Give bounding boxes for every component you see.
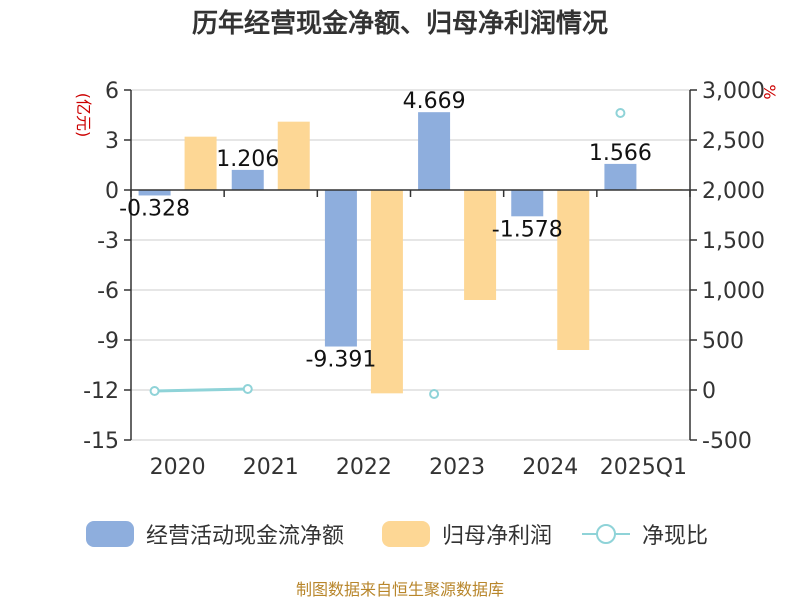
bar-profit: [184, 136, 217, 190]
data-label-cashflow: -9.391: [305, 348, 376, 373]
data-label-cashflow: 4.669: [403, 89, 466, 114]
ratio-line: [149, 108, 626, 399]
x-tick-label: 2024: [522, 455, 578, 480]
legend: 经营活动现金流净额 归母净利润 净现比: [86, 521, 708, 549]
right-tick-label: 2,000: [702, 179, 765, 204]
chart-title: 历年经营现金净额、归母净利润情况: [192, 8, 608, 39]
ratio-point: [242, 384, 253, 394]
ratio-point: [149, 386, 160, 396]
legend-swatch-profit: [382, 521, 430, 547]
ratio-line-segment: [154, 387, 248, 393]
legend-swatch-ratio-marker: [596, 524, 616, 544]
x-tick-label: 2025Q1: [600, 455, 687, 480]
x-tick-label: 2022: [336, 455, 392, 480]
left-axis-ticks: 6 3 0 -3 -6 -9 -12 -15: [83, 79, 131, 454]
x-tick-label: 2023: [429, 455, 485, 480]
bar-cashflow: [511, 190, 544, 217]
right-tick-label: 1,500: [702, 229, 765, 254]
right-tick-label: -500: [702, 429, 752, 454]
legend-swatch-cashflow: [86, 521, 134, 547]
legend-label-cashflow: 经营活动现金流净额: [146, 524, 344, 549]
right-axis-ticks: 3,000 2,500 2,000 1,500 1,000 500 0 -500: [690, 79, 765, 454]
data-labels: -0.328 1.206 -9.391 4.669 -1.578 1.566: [119, 89, 652, 372]
x-axis-ticks: 2020 2021 2022 2023 2024 2025Q1: [150, 455, 687, 480]
ratio-point: [615, 108, 626, 118]
bar-cashflow: [138, 190, 171, 196]
left-tick-label: -9: [97, 329, 119, 354]
right-tick-label: 3,000: [702, 79, 765, 104]
bar-cashflow: [231, 169, 264, 190]
bar-cashflow: [418, 112, 451, 190]
left-tick-label: -15: [83, 429, 119, 454]
data-label-cashflow: -0.328: [119, 196, 190, 221]
right-tick-label: 500: [702, 329, 744, 354]
bar-profit: [557, 190, 590, 350]
ratio-point: [429, 389, 440, 399]
right-tick-label: 1,000: [702, 279, 765, 304]
bar-profit: [277, 121, 310, 190]
left-tick-label: 6: [105, 79, 119, 104]
right-tick-label: 2,500: [702, 129, 765, 154]
left-tick-label: -3: [97, 229, 119, 254]
data-label-cashflow: -1.578: [492, 217, 563, 242]
left-tick-label: 0: [105, 179, 119, 204]
right-tick-label: 0: [702, 379, 716, 404]
left-tick-label: -12: [83, 379, 119, 404]
bar-profit: [464, 190, 497, 300]
x-tick-label: 2020: [150, 455, 206, 480]
bars: [138, 112, 683, 394]
bar-profit: [370, 190, 403, 394]
bar-cashflow: [324, 190, 357, 347]
legend-label-ratio: 净现比: [642, 524, 708, 549]
bar-cashflow: [604, 163, 637, 190]
left-tick-label: -6: [97, 279, 119, 304]
source-note: 制图数据来自恒生聚源数据库: [296, 580, 504, 599]
legend-label-profit: 归母净利润: [442, 524, 552, 549]
x-tick-label: 2021: [243, 455, 299, 480]
left-tick-label: 3: [105, 129, 119, 154]
data-label-cashflow: 1.566: [589, 141, 652, 166]
left-axis-unit: (亿元): [74, 93, 93, 138]
data-label-cashflow: 1.206: [216, 147, 279, 172]
axes: [130, 90, 691, 440]
right-axis-unit: %: [760, 84, 779, 99]
